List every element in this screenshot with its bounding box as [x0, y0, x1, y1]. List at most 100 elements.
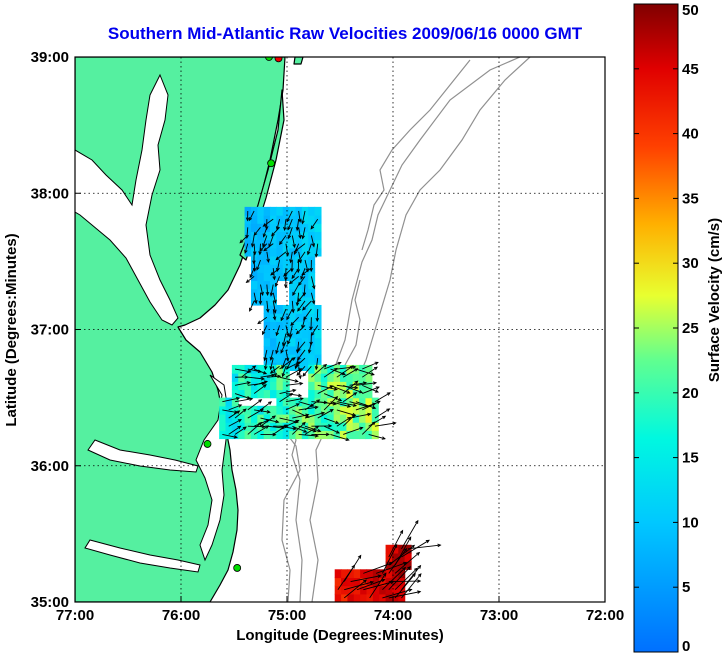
velocity-cell: [257, 364, 265, 374]
velocity-vector-head: [257, 320, 262, 325]
velocity-vector-head: [249, 274, 253, 279]
station-marker: [267, 159, 276, 168]
velocity-vector: [374, 422, 396, 427]
velocity-vector-head: [292, 243, 296, 249]
velocity-cell: [308, 247, 316, 257]
velocity-vector-head: [302, 372, 307, 377]
velocity-vector-head: [374, 361, 379, 366]
velocity-vector: [253, 384, 267, 394]
velocity-cell: [346, 389, 354, 399]
velocity-vector: [285, 361, 300, 370]
velocity-cell: [238, 430, 246, 440]
velocity-cell: [276, 304, 284, 314]
velocity-vector: [349, 401, 368, 407]
velocity-cell: [314, 329, 322, 339]
velocity-vector-head: [320, 411, 326, 416]
velocity-cell: [276, 313, 284, 322]
velocity-vector-head: [338, 397, 343, 402]
velocity-vector-head: [275, 267, 280, 273]
velocity-vector-head: [283, 284, 288, 289]
velocity-vector: [368, 433, 386, 440]
velocity-vector-head: [417, 590, 422, 594]
velocity-vector-head: [346, 404, 352, 408]
velocity-vector: [298, 425, 317, 432]
velocity-vector: [382, 567, 406, 591]
velocity-vector-head: [274, 282, 279, 288]
velocity-cell: [257, 206, 265, 216]
velocity-vector-head: [328, 424, 333, 428]
velocity-cell: [225, 397, 233, 407]
velocity-vector: [343, 579, 367, 599]
velocity-vector: [285, 393, 302, 397]
velocity-vector-head: [437, 543, 442, 548]
velocity-vector-head: [303, 316, 307, 321]
velocity-vector: [260, 284, 264, 296]
velocity-vector: [282, 333, 287, 346]
velocity-vector-head: [248, 217, 253, 222]
velocity-vector: [323, 393, 342, 402]
colorbar-ticks: 0 5 10 15 20 25 30 35 40 45 50: [634, 2, 699, 655]
velocity-vector-head: [299, 381, 304, 386]
velocity-cell: [263, 329, 271, 339]
velocity-vector-head: [386, 392, 391, 396]
velocity-cell: [333, 430, 341, 440]
velocity-vector: [304, 425, 321, 432]
velocity-cell: [238, 389, 246, 399]
velocity-vector-head: [288, 333, 293, 338]
velocity-vector: [272, 300, 276, 313]
bathymetry-contours: [279, 57, 531, 602]
velocity-vector: [251, 235, 255, 247]
velocity-cell: [334, 577, 342, 587]
velocity-vector: [288, 227, 293, 239]
velocity-vector: [285, 403, 300, 411]
velocity-cell: [276, 329, 284, 339]
velocity-cell: [314, 364, 322, 374]
velocity-vector: [272, 292, 276, 304]
velocity-vector-head: [354, 368, 359, 372]
velocity-cell: [360, 593, 368, 602]
velocity-vector-head: [314, 405, 319, 410]
velocity-vector: [349, 382, 367, 386]
velocity-vector-head: [252, 251, 257, 256]
velocity-vector: [285, 398, 303, 403]
velocity-vector-head: [298, 375, 302, 380]
velocity-vector-head: [392, 421, 397, 426]
y-tick-label: 39:00: [31, 49, 69, 66]
velocity-vector-head: [301, 324, 305, 329]
velocity-vector-head: [236, 410, 241, 414]
velocity-cell: [289, 239, 297, 249]
velocity-vector: [285, 420, 299, 427]
velocity-vector: [374, 392, 391, 403]
velocity-cell: [308, 280, 316, 290]
velocity-cell: [289, 280, 297, 290]
velocity-vector: [304, 425, 319, 435]
velocity-vector-head: [311, 285, 316, 290]
velocity-vector-head: [262, 233, 267, 238]
velocity-vector-head: [294, 365, 299, 370]
velocity-vector: [234, 393, 251, 399]
velocity-vector-head: [272, 276, 276, 281]
velocity-vector-head: [335, 420, 340, 425]
velocity-vector: [343, 427, 363, 435]
velocity-vector: [375, 562, 407, 574]
colorbar-label: Surface Velocity (cm/s): [706, 218, 723, 382]
velocity-cell: [314, 373, 322, 382]
velocity-vector: [363, 581, 394, 591]
velocity-vector: [381, 544, 398, 574]
velocity-cell: [270, 405, 277, 415]
velocity-vector-head: [294, 248, 299, 252]
velocity-cell: [257, 215, 265, 224]
colorbar-tick-label: 35: [682, 190, 699, 207]
velocity-vector: [302, 365, 312, 377]
velocity-vector: [355, 403, 376, 411]
velocity-vector: [310, 235, 315, 247]
velocity-vector: [350, 575, 381, 583]
velocity-vector: [317, 401, 336, 405]
velocity-cell: [346, 422, 354, 431]
velocity-vector: [234, 426, 247, 435]
velocity-vector: [296, 292, 300, 306]
velocity-vector: [228, 425, 241, 435]
velocity-cell: [270, 373, 277, 382]
velocity-cell: [308, 364, 316, 374]
velocity-cell: [341, 569, 349, 579]
